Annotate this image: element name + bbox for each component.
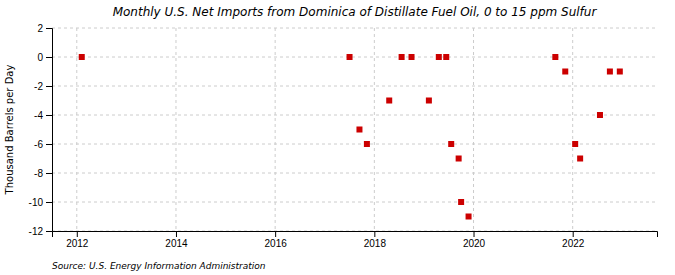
y-tick-label: 0 (37, 52, 43, 63)
point (443, 54, 449, 60)
x-tick: 2018 (364, 231, 387, 249)
x-tick-label: 2016 (265, 238, 288, 249)
x-tick-label: 2012 (66, 238, 89, 249)
x-axis: 2012 2014 2016 2018 2020 2022 (53, 231, 658, 249)
grid-line-y (52, 115, 657, 116)
y-axis-title: Thousand Barrels per Day (4, 65, 15, 196)
y-tick-mark (46, 86, 52, 87)
y-tick: 2 (37, 23, 52, 34)
x-tick-mark (275, 231, 276, 237)
x-tick: 2012 (66, 231, 89, 249)
x-tick-label: 2020 (463, 238, 486, 249)
grid-line-y (52, 86, 657, 87)
point (466, 214, 472, 220)
x-tick-label: 2014 (165, 238, 188, 249)
point (562, 69, 568, 75)
x-tick-label: 2018 (364, 238, 387, 249)
grid-line-x (175, 28, 176, 231)
y-tick: -6 (34, 139, 52, 150)
grid-line-x (76, 28, 77, 231)
point (356, 127, 362, 133)
point (448, 141, 454, 147)
grid-line-x (374, 28, 375, 231)
y-tick-mark (46, 202, 52, 203)
annotation: Source: U.S. Energy Information Administ… (52, 261, 266, 271)
plot-area: 2012 2014 2016 2018 2020 2022 2 0 -2 -4 -6 -8 -10 -12 (29, 23, 658, 249)
point (577, 156, 583, 162)
x-tick-mark (176, 231, 177, 237)
y-tick-label: -10 (29, 197, 44, 208)
point (386, 98, 392, 104)
y-tick: -4 (34, 110, 52, 121)
point (597, 112, 603, 118)
point (572, 141, 578, 147)
y-axis: 2 0 -2 -4 -6 -8 -10 -12 (29, 23, 53, 237)
x-axis-line (53, 232, 658, 238)
y-tick: -8 (34, 168, 52, 179)
point (436, 54, 442, 60)
point (409, 54, 415, 60)
x-tick: 2014 (165, 231, 188, 249)
x-tick: 2020 (463, 231, 486, 249)
y-tick-label: -12 (29, 226, 44, 237)
y-tick-mark (46, 173, 52, 174)
title: Monthly U.S. Net Imports from Dominica o… (113, 5, 598, 19)
y-tick-mark (46, 57, 52, 58)
y-tick-mark (46, 28, 52, 29)
y-tick-label: -6 (34, 139, 43, 150)
point (552, 54, 558, 60)
grid-line-y (52, 202, 657, 203)
grid-line-x (275, 28, 276, 231)
x-tick-mark (573, 231, 574, 237)
y-tick-mark (46, 115, 52, 116)
grid-line-x (473, 28, 474, 231)
y-tick-label: 2 (37, 23, 43, 34)
grid (52, 28, 657, 231)
x-tick-mark (77, 231, 78, 237)
x-tick: 2022 (562, 231, 585, 249)
point (456, 156, 462, 162)
point (426, 98, 432, 104)
y-tick: -2 (34, 81, 52, 92)
y-tick-label: -2 (34, 81, 43, 92)
y-tick: -12 (29, 226, 52, 237)
y-axis-line (46, 29, 53, 232)
y-tick: -10 (29, 197, 52, 208)
point (617, 69, 623, 75)
point (364, 141, 370, 147)
grid-line-y (52, 28, 657, 29)
x-tick: 2016 (265, 231, 288, 249)
chart: 2012 2014 2016 2018 2020 2022 2 0 -2 -4 -6 -8 -10 -12… (0, 0, 675, 275)
point (607, 69, 613, 75)
x-tick-mark (374, 231, 375, 237)
y-tick-label: -4 (34, 110, 43, 121)
y-tick-label: -8 (34, 168, 43, 179)
point (399, 54, 405, 60)
grid-line-y (52, 173, 657, 174)
y-tick-mark (46, 231, 52, 232)
y-tick: 0 (37, 52, 52, 63)
x-tick-label: 2022 (562, 238, 585, 249)
x-tick-mark (474, 231, 475, 237)
points (79, 54, 623, 220)
grid-line-y (52, 144, 657, 145)
point (347, 54, 353, 60)
grid-line-y (52, 57, 657, 58)
grid-line-x (572, 28, 573, 231)
point (458, 199, 464, 205)
y-tick-mark (46, 144, 52, 145)
point (79, 54, 85, 60)
